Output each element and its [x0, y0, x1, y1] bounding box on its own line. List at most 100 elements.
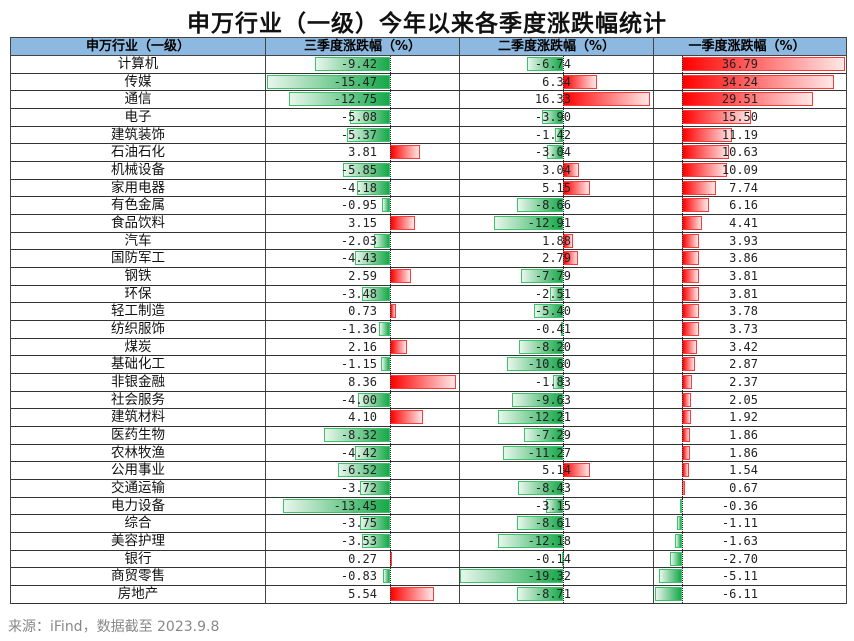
bar-axis-line [390, 197, 391, 215]
table-row: 房地产 5.54 -8.71 -6.11 [11, 586, 846, 604]
bar-axis-line [682, 568, 683, 586]
q2-change-cell: 5.15 [460, 179, 654, 197]
industry-name: 通信 [11, 91, 266, 109]
q3-change-cell: 5.54 [266, 586, 460, 603]
q2-value: -3.90 [534, 110, 571, 125]
q3-change-cell: -4.43 [266, 250, 460, 268]
negative-data-bar [506, 357, 563, 372]
table-row: 石油石化 3.81 -3.04 10.63 [11, 144, 846, 163]
q3-change-cell: -0.83 [266, 568, 460, 586]
negative-data-bar [677, 516, 682, 531]
table-row: 非银金融 8.36 -1.83 2.37 [11, 374, 846, 392]
bar-axis-line [682, 550, 683, 568]
bar-axis-line [563, 268, 564, 285]
q1-change-cell: -1.63 [654, 533, 840, 550]
negative-data-bar [518, 481, 563, 496]
q2-value: -8.20 [534, 339, 571, 354]
bar-axis-line [682, 338, 683, 356]
industry-name: 轻工制造 [11, 303, 266, 321]
q3-value: -0.83 [340, 569, 377, 584]
q3-value: -5.08 [340, 110, 377, 125]
q3-change-cell: -4.18 [266, 179, 460, 197]
q3-change-cell: 4.10 [266, 409, 460, 427]
bar-axis-line [682, 56, 683, 73]
bar-axis-line [390, 162, 391, 179]
bar-axis-line [390, 374, 391, 391]
q2-change-cell: 16.33 [460, 91, 654, 109]
table-title: 申万行业（一级）今年以来各季度涨跌幅统计 [187, 11, 667, 37]
bar-axis-line [390, 91, 391, 109]
industry-name: 纺织服饰 [11, 321, 266, 338]
negative-data-bar [674, 534, 682, 549]
q2-value: 5.14 [542, 463, 571, 478]
bar-axis-line [563, 550, 564, 568]
bar-axis-line [682, 268, 683, 285]
industry-name: 房地产 [11, 586, 266, 603]
q1-value: 10.09 [721, 163, 758, 178]
bar-axis-line [682, 126, 683, 144]
q2-value: 16.33 [534, 92, 571, 107]
negative-data-bar [511, 392, 563, 407]
bar-axis-line [390, 586, 391, 603]
q1-value: -1.11 [721, 516, 758, 531]
bar-axis-line [682, 586, 683, 603]
q3-value: 8.36 [348, 375, 377, 390]
negative-data-bar [546, 145, 563, 160]
table-row: 基础化工 -1.15 -10.60 2.87 [11, 356, 846, 375]
q2-value: -6.74 [534, 57, 571, 71]
negative-data-bar [347, 127, 390, 142]
positive-data-bar [682, 233, 700, 248]
q2-value: -12.91 [527, 216, 571, 231]
bar-axis-line [563, 480, 564, 497]
bar-axis-line [390, 427, 391, 444]
q1-change-cell: 3.73 [654, 321, 840, 338]
q3-value: -5.37 [340, 127, 377, 142]
negative-data-bar [379, 322, 390, 337]
table-row: 医药生物 -8.32 -7.29 1.86 [11, 427, 846, 445]
q2-change-cell: -3.15 [460, 497, 654, 515]
q3-change-cell: -12.75 [266, 91, 460, 109]
industry-name: 计算机 [11, 56, 266, 73]
negative-data-bar [356, 180, 390, 195]
bar-axis-line [563, 391, 564, 409]
bar-axis-line [563, 497, 564, 515]
industry-name: 环保 [11, 285, 266, 303]
q1-value: -2.70 [721, 551, 758, 566]
q3-value: -5.85 [340, 163, 377, 178]
bar-axis-line [563, 374, 564, 391]
bar-axis-line [682, 427, 683, 444]
industry-name: 电子 [11, 109, 266, 126]
q2-change-cell: -0.14 [460, 550, 654, 568]
q2-value: 2.79 [542, 251, 571, 266]
industry-table: 申万行业（一级） 三季度涨跌幅（%） 二季度涨跌幅（%） 一季度涨跌幅（%） 计… [10, 37, 847, 604]
q1-change-cell: -5.11 [654, 568, 840, 586]
q2-change-cell: 6.34 [460, 73, 654, 91]
industry-name: 汽车 [11, 232, 266, 250]
bar-axis-line [563, 285, 564, 303]
source-note: 来源：iFind，数据截至 2023.9.8 [8, 619, 220, 635]
industry-name: 电力设备 [11, 497, 266, 515]
q1-change-cell: 15.50 [654, 109, 840, 126]
industry-name: 建筑材料 [11, 409, 266, 427]
q2-value: -3.04 [534, 145, 571, 160]
industry-name: 银行 [11, 550, 266, 568]
industry-name: 食品饮料 [11, 215, 266, 232]
bar-axis-line [563, 356, 564, 374]
negative-data-bar [343, 163, 390, 178]
q1-change-cell: 3.86 [654, 250, 840, 268]
bar-axis-line [682, 73, 683, 91]
industry-name: 传媒 [11, 73, 266, 91]
negative-data-bar [524, 428, 563, 443]
q2-value: -10.60 [527, 357, 571, 372]
bar-axis-line [682, 374, 683, 391]
bar-axis-line [390, 568, 391, 586]
negative-data-bar [349, 110, 390, 125]
table-row: 国防军工 -4.43 2.79 3.86 [11, 250, 846, 269]
table-row: 通信 -12.75 16.33 29.51 [11, 91, 846, 110]
q2-change-cell: -8.61 [460, 515, 654, 533]
table-row: 传媒 -15.47 6.34 34.24 [11, 73, 846, 92]
bar-axis-line [682, 179, 683, 197]
q3-change-cell: 3.81 [266, 144, 460, 162]
q1-value: -5.11 [721, 569, 758, 584]
negative-data-bar [553, 375, 563, 390]
